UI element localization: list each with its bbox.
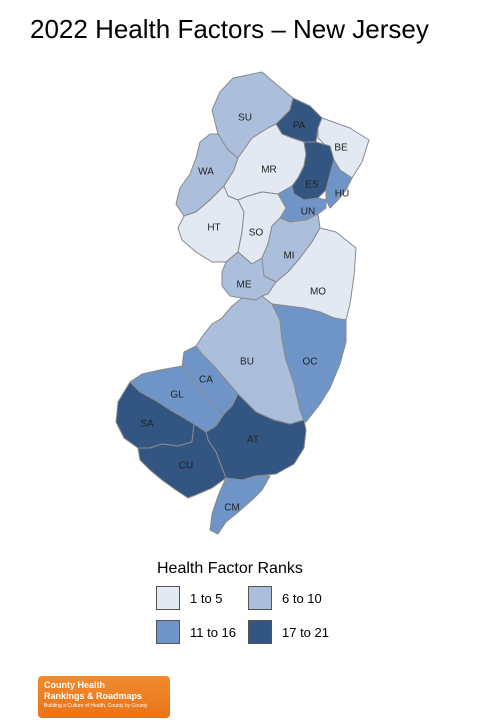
county-label-me: ME <box>237 280 252 291</box>
county-label-ht: HT <box>207 223 220 234</box>
legend-label: 11 to 16 <box>190 624 237 640</box>
legend-swatch <box>248 586 272 610</box>
legend-item-17-to-21: 17 to 21 <box>248 620 329 644</box>
county-label-be: BE <box>334 143 348 154</box>
legend-item-1-to-5: 1 to 5 <box>156 586 223 610</box>
county-cu <box>137 423 227 499</box>
map-title: 2022 Health Factors – New Jersey <box>30 14 429 44</box>
county-oc <box>271 303 347 423</box>
legend-swatch <box>156 620 180 644</box>
county-label-cm: CM <box>224 503 240 514</box>
legend-item-11-to-16: 11 to 16 <box>156 620 236 644</box>
logo-line-1: County Health <box>44 680 106 690</box>
legend-title: Health Factor Ranks <box>157 560 303 577</box>
logo-line-2: Rankings & Roadmaps <box>44 691 143 701</box>
legend-label: 1 to 5 <box>190 590 223 606</box>
county-label-hu: HU <box>335 189 349 200</box>
county-label-su: SU <box>238 113 252 124</box>
county-label-cu: CU <box>179 461 193 472</box>
county-label-un: UN <box>301 207 315 218</box>
county-label-wa: WA <box>198 167 214 178</box>
county-health-rankings-logo[interactable]: County Health Rankings & Roadmaps Buildi… <box>38 676 170 718</box>
county-label-pa: PA <box>293 121 306 132</box>
county-label-at: AT <box>247 435 259 446</box>
legend-item-6-to-10: 6 to 10 <box>248 586 322 610</box>
logo-tagline: Building a Culture of Health, County by … <box>44 703 148 709</box>
county-label-mo: MO <box>310 287 326 298</box>
legend-label: 17 to 21 <box>282 624 329 640</box>
county-hu <box>325 159 353 209</box>
county-label-ca: CA <box>199 375 213 386</box>
county-label-sa: SA <box>140 419 154 430</box>
county-label-mi: MI <box>283 251 294 262</box>
legend-swatch <box>156 586 180 610</box>
county-label-so: SO <box>249 228 264 239</box>
legend-label: 6 to 10 <box>282 590 322 606</box>
county-label-es: ES <box>305 180 319 191</box>
county-label-bu: BU <box>240 357 254 368</box>
county-label-gl: GL <box>170 390 184 401</box>
county-cm <box>209 475 271 535</box>
county-label-oc: OC <box>303 357 318 368</box>
county-label-mr: MR <box>261 165 277 176</box>
legend-swatch <box>248 620 272 644</box>
